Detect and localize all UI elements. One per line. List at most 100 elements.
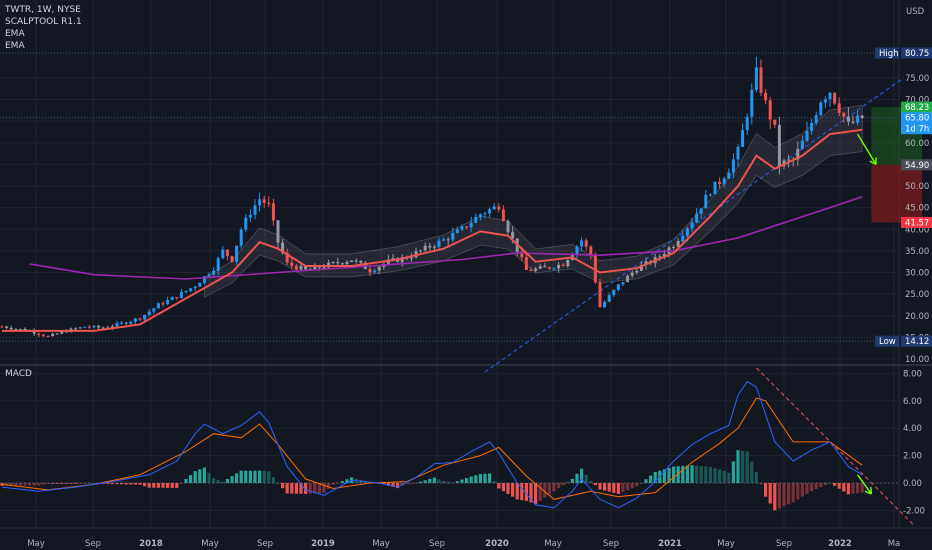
histogram-bar <box>405 483 409 484</box>
histogram-bar <box>161 483 165 488</box>
histogram-bar <box>423 480 427 483</box>
candle-body <box>248 214 252 218</box>
candle-body <box>589 246 593 256</box>
histogram-bar <box>202 467 206 483</box>
histogram-bar <box>488 473 492 483</box>
candle-body <box>644 261 648 265</box>
histogram-bar <box>672 466 676 483</box>
indicator-scalptool[interactable]: SCALPTOOL R1.1 <box>5 17 82 27</box>
candle-body <box>230 256 234 262</box>
histogram-bar <box>515 483 519 500</box>
histogram-bar <box>580 468 584 483</box>
histogram-bar <box>612 483 616 493</box>
candle-body <box>152 308 156 312</box>
histogram-bar <box>787 483 791 505</box>
macd-tick-label: 4.00 <box>903 424 922 434</box>
histogram-bar <box>64 483 68 484</box>
candle-body <box>216 258 220 271</box>
candle-body <box>474 217 478 223</box>
ema-slow-line <box>29 196 863 280</box>
candle-body <box>754 67 758 90</box>
candle-body <box>51 333 55 337</box>
candle-body <box>676 241 680 247</box>
histogram-bar <box>299 483 303 494</box>
candle-body <box>115 323 119 327</box>
histogram-bar <box>248 470 252 483</box>
symbol-title[interactable]: TWTR, 1W, NYSE <box>5 5 81 15</box>
candle-body <box>736 146 740 160</box>
candle-body <box>124 322 128 324</box>
candle-body <box>161 303 165 305</box>
candle-body <box>189 288 193 291</box>
candle-body <box>612 289 616 296</box>
ema-fast-line <box>2 128 863 332</box>
stop-zone <box>871 164 922 223</box>
histogram-bar <box>446 481 450 483</box>
candle-body <box>46 335 50 337</box>
histogram-bar <box>152 483 156 488</box>
histogram-bar <box>460 479 464 483</box>
histogram-bar <box>819 483 823 488</box>
price-tick-label: 45.00 <box>905 204 929 214</box>
histogram-bar <box>294 483 298 494</box>
candle-body <box>276 220 280 243</box>
macd-title[interactable]: MACD <box>5 369 32 379</box>
candle-body <box>846 116 850 122</box>
histogram-bar <box>616 483 620 494</box>
candle-body <box>543 266 547 268</box>
histogram-bar <box>133 483 137 485</box>
histogram-bar <box>285 483 289 494</box>
histogram-bar <box>193 471 197 483</box>
candle-body <box>373 270 377 273</box>
histogram-bar <box>455 481 459 483</box>
candle-body <box>777 124 781 167</box>
histogram-bar <box>759 483 763 485</box>
histogram-bar <box>32 483 36 486</box>
histogram-bar <box>106 483 110 484</box>
histogram-bar <box>704 466 708 483</box>
indicator-ema-2[interactable]: EMA <box>5 41 25 51</box>
candle-body <box>492 206 496 210</box>
price-tick-label: 20.00 <box>905 312 929 322</box>
candle-body <box>138 318 142 320</box>
time-axis: May Sep 2018 May Sep 2019 May Sep 2020 May Sep 2021… <box>27 539 900 549</box>
price-tag-value: 41.57 <box>905 218 929 228</box>
indicator-ema-1[interactable]: EMA <box>5 29 25 39</box>
histogram-bar <box>235 473 239 483</box>
candle-body <box>32 330 36 334</box>
histogram-bar <box>317 483 321 494</box>
histogram-bar <box>9 483 13 486</box>
histogram-bar <box>814 483 818 490</box>
candle-body <box>511 232 515 239</box>
candle-body <box>74 328 78 330</box>
candle-body <box>685 228 689 236</box>
histogram-bar <box>28 483 32 486</box>
histogram-bar <box>754 472 758 483</box>
histogram-bar <box>478 474 482 483</box>
candle-body <box>451 232 455 240</box>
histogram-bar <box>143 483 147 487</box>
histogram-bar <box>156 483 160 488</box>
candle-body <box>83 326 87 328</box>
histogram-bar <box>5 483 9 486</box>
candle-body <box>368 269 372 273</box>
candle-body <box>488 209 492 214</box>
candle-body <box>129 321 133 324</box>
histogram-bar <box>607 483 611 492</box>
time-tick-label: 2019 <box>311 539 335 549</box>
candle-body <box>787 159 791 161</box>
price-tag-name-bg <box>875 47 899 59</box>
candle-body <box>810 122 814 132</box>
histogram-bar <box>662 469 666 483</box>
candle-body <box>722 178 726 185</box>
candle-body <box>143 314 147 320</box>
candle-body <box>299 266 303 270</box>
chart-legend: TWTR, 1W, NYSE SCALPTOOL R1.1 EMA EMA <box>5 4 82 52</box>
candle-body <box>672 246 676 248</box>
histogram-bar <box>432 477 436 483</box>
candle-body <box>92 325 96 328</box>
histogram-bar <box>497 483 501 489</box>
histogram-bar <box>437 479 441 483</box>
candle-body <box>750 89 754 117</box>
